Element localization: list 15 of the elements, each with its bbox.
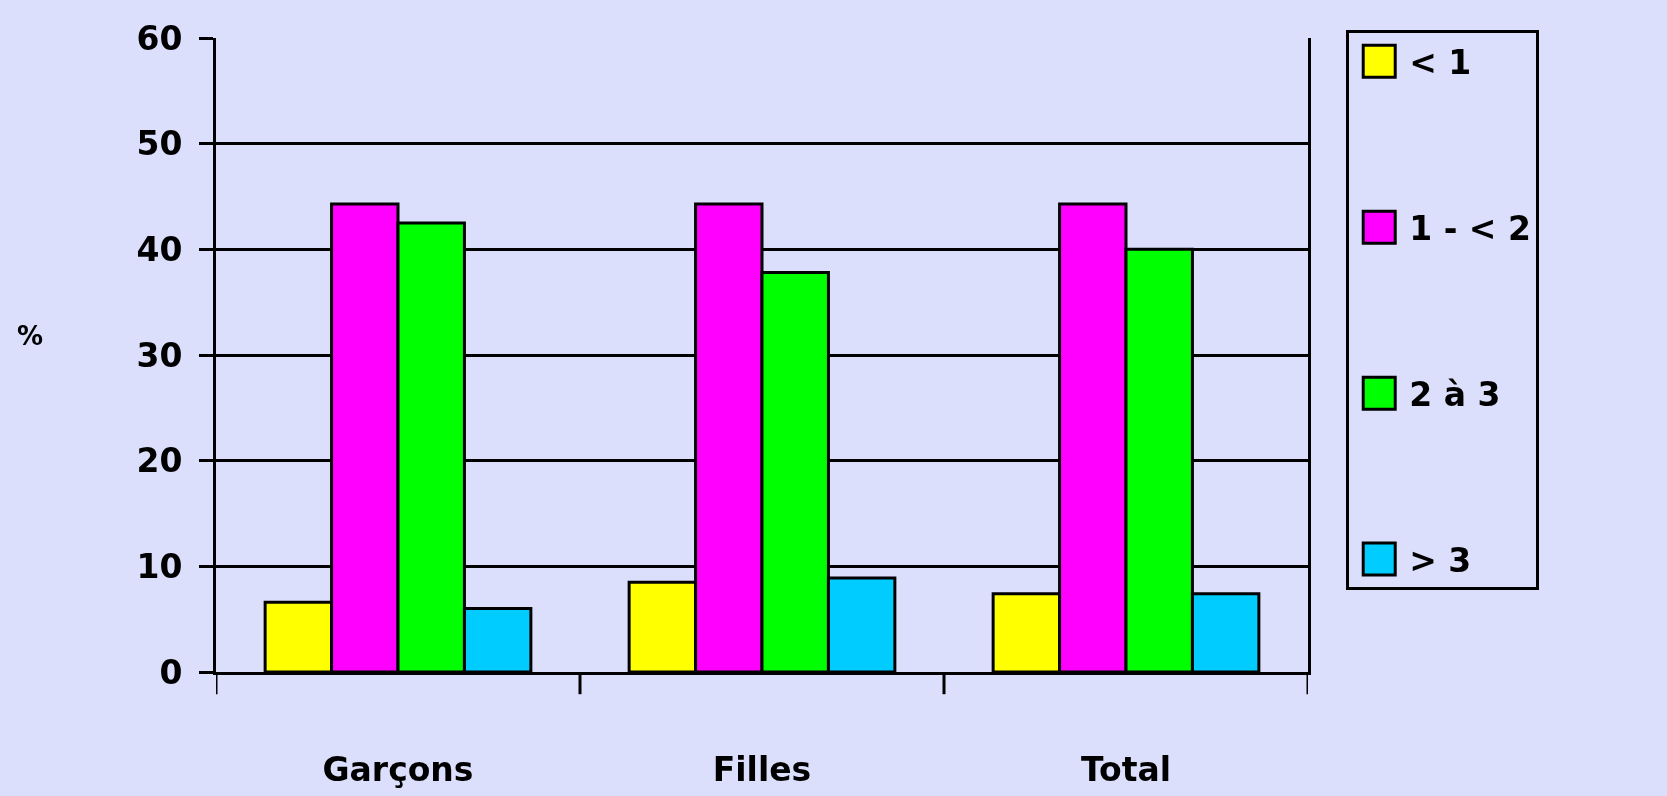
y-tick-label: 30	[136, 335, 183, 375]
legend-label: < 1	[1409, 43, 1472, 83]
legend-label: 2 à 3	[1409, 375, 1501, 415]
legend-label: > 3	[1409, 540, 1472, 580]
y-tick-label: 40	[136, 229, 183, 269]
y-tick-label: 50	[136, 124, 183, 164]
y-tick-label: 60	[136, 18, 183, 58]
y-tick-label: 0	[159, 652, 183, 692]
y-tick-label: 10	[136, 546, 183, 586]
legend-label: 1 - < 2	[1409, 209, 1531, 249]
y-tick-label: 20	[136, 441, 183, 481]
x-tick-label: Total	[1080, 749, 1172, 789]
y-axis-title: %	[17, 321, 44, 351]
x-tick-label: Garçons	[322, 749, 474, 789]
x-tick-label: Filles	[712, 749, 812, 789]
